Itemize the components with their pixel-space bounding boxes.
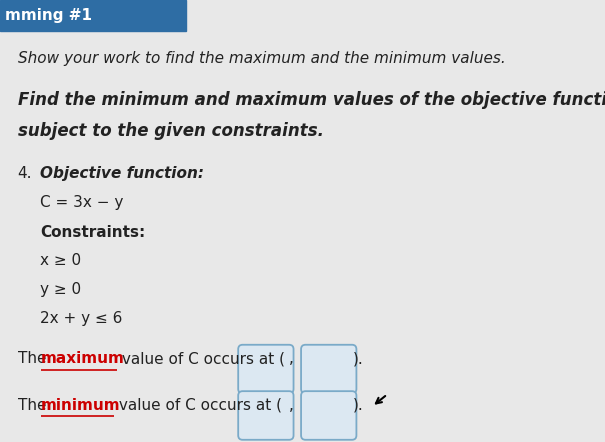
Text: ).: ). (353, 398, 364, 413)
Text: Find the minimum and maximum values of the objective function: Find the minimum and maximum values of t… (18, 91, 605, 109)
Text: y ≥ 0: y ≥ 0 (40, 282, 81, 297)
Text: The: The (18, 351, 51, 366)
FancyBboxPatch shape (238, 391, 293, 440)
Text: The: The (18, 398, 51, 413)
Text: subject to the given constraints.: subject to the given constraints. (18, 122, 324, 140)
Text: value of C occurs at (: value of C occurs at ( (117, 351, 286, 366)
Text: ).: ). (353, 351, 364, 366)
Text: 2x + y ≤ 6: 2x + y ≤ 6 (40, 311, 122, 326)
Text: 4.: 4. (18, 166, 32, 181)
Text: C = 3x − y: C = 3x − y (40, 195, 123, 210)
Text: Objective function:: Objective function: (40, 166, 204, 181)
Text: Constraints:: Constraints: (40, 225, 145, 240)
Text: minimum: minimum (41, 398, 121, 413)
FancyBboxPatch shape (0, 0, 186, 31)
Text: ,: , (289, 351, 294, 366)
Text: maximum: maximum (41, 351, 125, 366)
FancyBboxPatch shape (301, 345, 356, 393)
Text: x ≥ 0: x ≥ 0 (40, 253, 81, 268)
Text: mming #1: mming #1 (5, 8, 93, 23)
FancyBboxPatch shape (238, 345, 293, 393)
Text: value of C occurs at (: value of C occurs at ( (114, 398, 282, 413)
Text: Show your work to find the maximum and the minimum values.: Show your work to find the maximum and t… (18, 51, 505, 66)
Text: ,: , (289, 398, 294, 413)
FancyBboxPatch shape (301, 391, 356, 440)
